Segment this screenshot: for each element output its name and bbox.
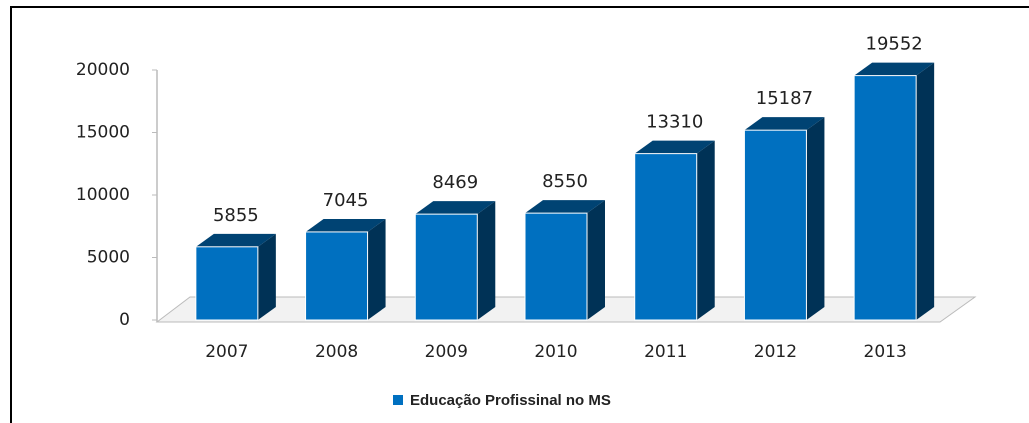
bar-top	[305, 218, 386, 232]
data-label: 8550	[542, 171, 588, 192]
bar-top	[744, 117, 825, 131]
bar-top	[525, 200, 605, 214]
y-tick-label: 15000	[76, 123, 130, 143]
data-label: 13310	[646, 112, 703, 133]
bar	[195, 246, 259, 321]
bar	[743, 129, 807, 321]
legend-label: Educação Profissinal no MS	[410, 392, 611, 409]
data-label: 8469	[432, 172, 478, 193]
bar-top	[634, 140, 715, 154]
data-label: 5855	[213, 205, 259, 226]
bar-side	[916, 62, 935, 320]
data-label: 7045	[323, 190, 369, 211]
x-tick-label: 2013	[864, 342, 907, 362]
data-label: 15187	[756, 88, 813, 109]
y-tick-label: 20000	[76, 60, 130, 80]
bar-top	[854, 62, 935, 76]
bar-side	[477, 201, 496, 320]
bar-side	[806, 117, 825, 320]
y-tick-label: 10000	[76, 185, 130, 205]
y-tick-label: 0	[119, 310, 130, 330]
y-tick-label: 5000	[87, 248, 130, 268]
bar-top	[195, 233, 276, 247]
bar-side	[587, 200, 605, 320]
bar	[305, 231, 369, 321]
bar	[524, 212, 588, 321]
bar	[634, 153, 698, 321]
x-tick-label: 2011	[644, 342, 687, 362]
chart-frame	[10, 6, 1029, 423]
legend-swatch	[393, 395, 403, 405]
bar-side	[367, 218, 386, 320]
bar	[414, 213, 478, 321]
x-tick-label: 2009	[425, 342, 468, 362]
bar-side	[257, 233, 276, 320]
x-tick-label: 2007	[205, 342, 248, 362]
bar	[853, 75, 917, 321]
bar-top	[415, 201, 496, 215]
bar-side	[696, 140, 715, 320]
x-tick-label: 2010	[534, 342, 577, 362]
x-tick-label: 2008	[315, 342, 358, 362]
data-label: 19552	[866, 34, 923, 55]
x-tick-label: 2012	[754, 342, 797, 362]
